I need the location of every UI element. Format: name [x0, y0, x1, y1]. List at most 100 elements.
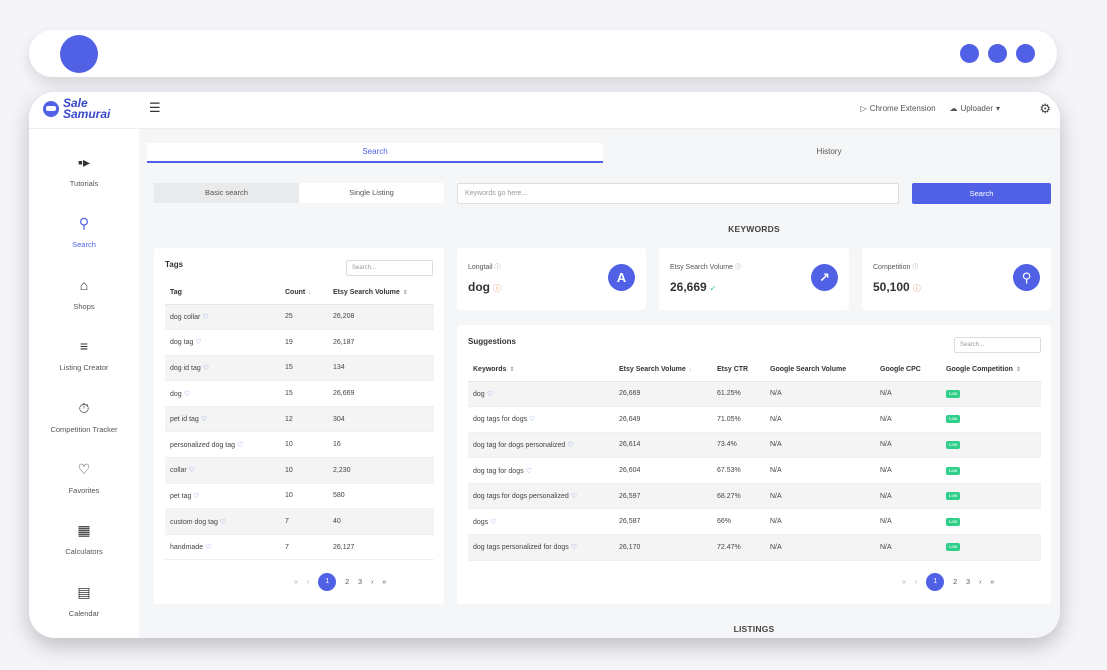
- cell-text: N/A: [770, 492, 782, 500]
- sugg-col-keywords[interactable]: Keywords ⇕: [468, 359, 614, 382]
- favorite-heart-icon[interactable]: ♡: [188, 467, 196, 475]
- table-row[interactable]: dogs ♡ 26,587 66% N/A N/A Low: [468, 508, 1041, 536]
- competition-badge: Low: [946, 440, 961, 449]
- favorite-heart-icon[interactable]: ♡: [570, 544, 578, 552]
- favorite-heart-icon[interactable]: ♡: [529, 416, 536, 424]
- last-page-icon[interactable]: »: [382, 578, 387, 586]
- cell-text: 15: [285, 390, 293, 398]
- table-cell: dog collar ♡: [165, 304, 280, 331]
- table-row[interactable]: custom dog tag ♡ 7 40: [165, 508, 434, 535]
- page-3[interactable]: 3: [358, 578, 363, 586]
- sidebar-item-tutorials[interactable]: ▪▸ Tutorials: [29, 153, 139, 188]
- page-3[interactable]: 3: [966, 578, 971, 586]
- first-page-icon[interactable]: «: [902, 578, 906, 586]
- table-row[interactable]: dog id tag ♡ 15 134: [165, 355, 434, 382]
- favorite-heart-icon[interactable]: ♡: [490, 518, 497, 526]
- table-row[interactable]: dog ♡ 15 26,669: [165, 380, 434, 407]
- suggestions-search-input[interactable]: Search...: [954, 337, 1041, 353]
- table-row[interactable]: dog tag for dogs personalized ♡ 26,614 73.4…: [468, 432, 1041, 459]
- table-row[interactable]: dog collar ♡ 25 26,208: [165, 304, 434, 331]
- favorite-heart-icon[interactable]: ♡: [570, 493, 578, 501]
- favorite-heart-icon[interactable]: ♡: [525, 467, 532, 475]
- table-row[interactable]: handmade ♡ 7 26,127: [165, 534, 434, 561]
- search-button[interactable]: Search: [912, 183, 1051, 204]
- sort-icon: ⇕: [402, 290, 408, 297]
- sugg-col-etsy-ctr[interactable]: Etsy CTR: [712, 359, 765, 382]
- favorite-heart-icon[interactable]: ♡: [486, 390, 493, 398]
- basic-search-button[interactable]: Basic search: [154, 183, 299, 203]
- table-row[interactable]: pet id tag ♡ 12 304: [165, 406, 434, 433]
- sugg-col-etsy-volume[interactable]: Etsy Search Volume ↓: [614, 359, 712, 382]
- sidebar-item-favorites[interactable]: ♡ Favorites: [29, 460, 139, 495]
- uploader-dropdown[interactable]: ☁ Uploader ▾: [950, 104, 1000, 113]
- etsy-volume-card: Etsy Search Volume ⓘ 26,669 ✓ ↗: [659, 248, 849, 310]
- favorite-heart-icon[interactable]: ♡: [193, 492, 200, 500]
- chrome-extension-link[interactable]: ▷ Chrome Extension: [861, 104, 936, 113]
- first-page-icon[interactable]: «: [294, 578, 298, 586]
- sort-desc-icon: ↓: [308, 290, 312, 297]
- tags-search-input[interactable]: Search...: [346, 260, 433, 276]
- tags-col-count[interactable]: Count ↓: [280, 282, 328, 305]
- stopwatch-icon: ⏱: [78, 400, 90, 416]
- sugg-col-google-competition[interactable]: Google Competition ⇕: [941, 359, 1041, 382]
- favorite-heart-icon[interactable]: ♡: [195, 339, 202, 347]
- favorite-heart-icon[interactable]: ♡: [237, 441, 244, 449]
- page-2[interactable]: 2: [953, 578, 958, 586]
- sidebar-item-competition-tracker[interactable]: ⏱ Competition Tracker: [29, 399, 139, 434]
- favorite-heart-icon[interactable]: ♡: [219, 518, 227, 526]
- window-dot-2[interactable]: [988, 44, 1007, 63]
- single-listing-button[interactable]: Single Listing: [299, 183, 444, 203]
- menu-icon[interactable]: ☰: [149, 100, 161, 115]
- table-row[interactable]: dog tags for dogs personalized ♡ 26,597 68.…: [468, 483, 1041, 510]
- prev-page-icon[interactable]: ‹: [306, 578, 310, 586]
- logo[interactable]: Sale Samurai: [43, 97, 110, 120]
- last-page-icon[interactable]: »: [990, 578, 995, 586]
- table-row[interactable]: dog tag for dogs ♡ 26,604 67.53% N/A N/A Low: [468, 457, 1041, 484]
- info-icon[interactable]: ⓘ: [494, 265, 501, 271]
- keywords-input[interactable]: Keywords go here...: [457, 183, 899, 204]
- settings-gear-icon[interactable]: ⚙: [1039, 101, 1051, 116]
- table-row[interactable]: dog ♡ 26,669 61.25% N/A N/A Low: [468, 381, 1041, 408]
- sidebar-item-calendar[interactable]: ▤ Calendar: [29, 583, 139, 618]
- table-cell: N/A: [875, 457, 941, 484]
- next-page-icon[interactable]: ›: [979, 578, 982, 586]
- sugg-col-google-volume[interactable]: Google Search Volume: [765, 359, 875, 382]
- table-cell: N/A: [765, 483, 875, 510]
- favorite-heart-icon[interactable]: ♡: [567, 441, 574, 449]
- tab-history[interactable]: History: [816, 147, 842, 156]
- table-row[interactable]: personalized dog tag ♡ 10 16: [165, 431, 434, 459]
- info-icon[interactable]: ⓘ: [912, 265, 919, 271]
- table-cell: 40: [328, 508, 434, 535]
- cell-text: 67.53%: [717, 467, 741, 475]
- prev-page-icon[interactable]: ‹: [914, 578, 918, 586]
- tags-col-etsy-volume[interactable]: Etsy Search Volume ⇕: [328, 282, 434, 305]
- table-cell: dog ♡: [468, 381, 614, 408]
- page-2[interactable]: 2: [345, 578, 350, 586]
- window-dot-1[interactable]: [960, 44, 979, 63]
- table-row[interactable]: pet tag ♡ 10 580: [165, 483, 434, 510]
- table-row[interactable]: collar ♡ 10 2,230: [165, 457, 434, 484]
- sidebar-item-shops[interactable]: ⌂ Shops: [29, 276, 139, 311]
- cell-text: dogs: [473, 518, 489, 526]
- sidebar-item-listing-creator[interactable]: ≡ Listing Creator: [29, 337, 139, 372]
- info-icon[interactable]: ⓘ: [734, 265, 741, 271]
- cell-text: dog tags for dogs: [473, 416, 528, 424]
- favorite-heart-icon[interactable]: ♡: [183, 390, 190, 398]
- window-dot-3[interactable]: [1016, 44, 1035, 63]
- sugg-col-google-cpc[interactable]: Google CPC: [875, 359, 941, 382]
- sidebar-item-calculators[interactable]: ▦ Calculators: [29, 521, 139, 556]
- table-row[interactable]: dog tag ♡ 19 26,187: [165, 329, 434, 356]
- page-1[interactable]: 1: [926, 573, 945, 591]
- page-1[interactable]: 1: [318, 573, 337, 591]
- favorite-heart-icon[interactable]: ♡: [202, 364, 210, 372]
- keywords-section-title: KEYWORDS: [728, 224, 780, 234]
- table-row[interactable]: dog tags personalized for dogs ♡ 26,170 72.…: [468, 534, 1041, 561]
- tags-col-tag[interactable]: Tag: [165, 282, 280, 305]
- favorite-heart-icon[interactable]: ♡: [200, 416, 208, 424]
- table-row[interactable]: dog tags for dogs ♡ 26,649 71.05% N/A N/A Low: [468, 406, 1041, 433]
- favorite-heart-icon[interactable]: ♡: [202, 313, 209, 321]
- favorite-heart-icon[interactable]: ♡: [205, 544, 212, 552]
- next-page-icon[interactable]: ›: [371, 578, 374, 586]
- tab-search[interactable]: Search: [147, 143, 603, 163]
- sidebar-item-search[interactable]: ⚲ Search: [29, 214, 139, 249]
